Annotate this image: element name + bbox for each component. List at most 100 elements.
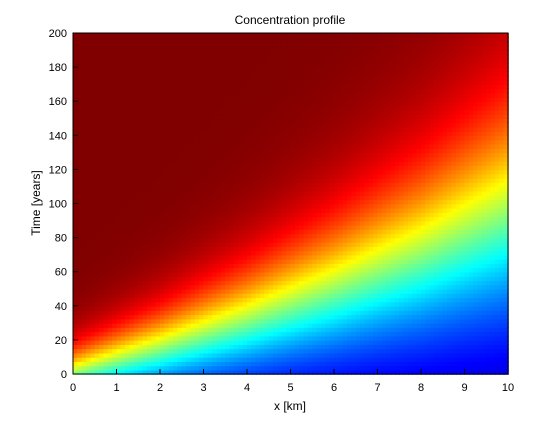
heatmap-cell bbox=[81, 301, 87, 307]
heatmap-cell bbox=[81, 135, 87, 141]
heatmap-cell bbox=[133, 241, 140, 247]
heatmap-cell bbox=[268, 194, 274, 201]
heatmap-cell bbox=[173, 58, 179, 64]
heatmap-cell bbox=[299, 280, 305, 286]
heatmap-cell bbox=[94, 88, 100, 94]
heatmap-cell bbox=[268, 220, 274, 226]
heatmap-cell bbox=[255, 75, 261, 81]
heatmap-cell bbox=[116, 122, 122, 128]
heatmap-cell bbox=[251, 352, 257, 358]
heatmap-cell bbox=[199, 331, 205, 337]
heatmap-cell bbox=[94, 199, 100, 205]
heatmap-cell bbox=[181, 84, 187, 90]
heatmap-cell bbox=[194, 267, 200, 273]
heatmap-cell bbox=[177, 310, 183, 316]
heatmap-cell bbox=[251, 293, 257, 299]
heatmap-cell bbox=[125, 297, 131, 303]
heatmap-cell bbox=[268, 92, 274, 98]
heatmap-cell bbox=[107, 216, 113, 222]
heatmap-cell bbox=[133, 293, 140, 299]
heatmap-cell bbox=[273, 254, 279, 260]
heatmap-cell bbox=[103, 92, 109, 98]
heatmap-cell bbox=[320, 186, 327, 192]
heatmap-cell bbox=[125, 369, 131, 375]
heatmap-cell bbox=[307, 267, 314, 273]
heatmap-cell bbox=[260, 41, 266, 47]
heatmap-cell bbox=[307, 186, 314, 192]
heatmap-cell bbox=[103, 293, 109, 299]
heatmap-cell bbox=[155, 67, 161, 73]
heatmap-cell bbox=[307, 41, 314, 47]
heatmap-cell bbox=[155, 143, 161, 149]
heatmap-cell bbox=[338, 237, 344, 243]
heatmap-cell bbox=[338, 352, 344, 358]
heatmap-cell bbox=[277, 126, 283, 132]
heatmap-cell bbox=[325, 241, 331, 247]
heatmap-cell bbox=[138, 216, 144, 222]
heatmap-cell bbox=[103, 33, 109, 39]
heatmap-cell bbox=[212, 318, 218, 324]
heatmap-cell bbox=[120, 109, 126, 115]
heatmap-cell bbox=[142, 143, 148, 149]
heatmap-cell bbox=[138, 331, 144, 337]
heatmap-cell bbox=[260, 75, 266, 81]
heatmap-cell bbox=[229, 160, 235, 166]
heatmap-cell bbox=[303, 369, 309, 375]
heatmap-cell bbox=[251, 50, 257, 56]
heatmap-cell bbox=[264, 131, 270, 137]
heatmap-cell bbox=[268, 71, 274, 77]
heatmap-cell bbox=[273, 126, 279, 132]
heatmap-cell bbox=[273, 297, 279, 303]
heatmap-cell bbox=[207, 131, 213, 137]
heatmap-cell bbox=[338, 318, 344, 324]
heatmap-cell bbox=[260, 71, 266, 77]
heatmap-cell bbox=[146, 246, 153, 252]
heatmap-cell bbox=[86, 101, 92, 107]
heatmap-cell bbox=[203, 67, 209, 73]
heatmap-cell bbox=[290, 62, 296, 68]
heatmap-cell bbox=[116, 148, 122, 154]
heatmap-cell bbox=[242, 156, 248, 162]
heatmap-cell bbox=[186, 356, 192, 363]
heatmap-cell bbox=[138, 356, 144, 363]
heatmap-cell bbox=[146, 263, 153, 269]
heatmap-cell bbox=[225, 101, 231, 107]
heatmap-cell bbox=[225, 327, 231, 333]
heatmap-cell bbox=[286, 305, 292, 311]
heatmap-cell bbox=[86, 126, 92, 132]
heatmap-cell bbox=[133, 246, 140, 252]
heatmap-cell bbox=[94, 101, 100, 107]
heatmap-cell bbox=[260, 237, 266, 243]
heatmap-cell bbox=[294, 318, 300, 324]
heatmap-cell bbox=[186, 293, 192, 299]
heatmap-cell bbox=[168, 37, 174, 43]
heatmap-cell bbox=[273, 258, 279, 264]
heatmap-cell bbox=[299, 310, 305, 316]
heatmap-cell bbox=[286, 339, 292, 345]
heatmap-cell bbox=[90, 224, 96, 230]
heatmap-cell bbox=[212, 216, 218, 222]
heatmap-cell bbox=[107, 212, 113, 218]
heatmap-cell bbox=[90, 258, 96, 264]
heatmap-cell bbox=[320, 233, 327, 239]
heatmap-cell bbox=[155, 216, 161, 222]
heatmap-cell bbox=[155, 305, 161, 311]
heatmap-cell bbox=[199, 356, 205, 363]
heatmap-cell bbox=[273, 75, 279, 81]
heatmap-cell bbox=[307, 33, 314, 39]
heatmap-cell bbox=[94, 109, 100, 115]
heatmap-cell bbox=[146, 109, 153, 115]
heatmap-cell bbox=[125, 275, 131, 282]
heatmap-cell bbox=[264, 84, 270, 90]
heatmap-cell bbox=[199, 118, 205, 124]
heatmap-cell bbox=[133, 113, 140, 120]
heatmap-cell bbox=[299, 135, 305, 141]
heatmap-cell bbox=[86, 45, 92, 51]
heatmap-cell bbox=[186, 297, 192, 303]
heatmap-cell bbox=[281, 126, 287, 132]
heatmap-cell bbox=[338, 314, 344, 320]
heatmap-cell bbox=[81, 271, 87, 277]
heatmap-cell bbox=[103, 254, 109, 260]
heatmap-cell bbox=[160, 305, 166, 311]
heatmap-cell bbox=[255, 241, 261, 247]
